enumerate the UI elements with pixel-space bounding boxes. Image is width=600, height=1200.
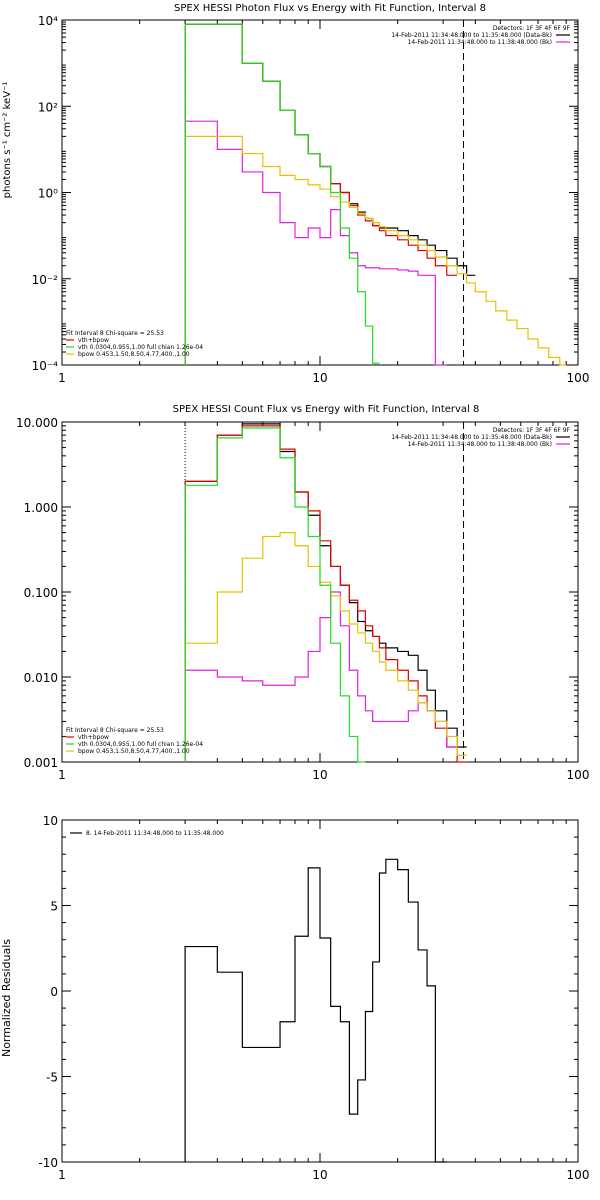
vth-series-line <box>184 427 366 763</box>
y-tick-label: 10² <box>38 100 58 114</box>
count-flux-title: SPEX HESSI Count Flux vs Energy with Fit… <box>173 404 480 415</box>
count-flux-panel: SPEX HESSI Count Flux vs Energy with Fit… <box>16 404 589 782</box>
legend-bottom-entry: vth 0.0304,0.955,1.00 full chian 1.26e-0… <box>78 344 203 351</box>
y-tick-label: 10⁻⁴ <box>32 359 59 373</box>
legend-bottom-entry: vth+bpow <box>78 734 109 741</box>
y-tick-label: -10 <box>38 1156 58 1170</box>
vth-series-line <box>184 23 380 365</box>
legend-bottom-entry: bpow 0.453,1.50,8.50,4.77,400.,1.00 <box>78 748 190 755</box>
y-tick-label: 10⁰ <box>38 187 58 201</box>
x-tick-label: 1 <box>58 1168 66 1182</box>
y-tick-label: 10⁴ <box>38 14 58 28</box>
x-tick-label: 100 <box>567 768 590 782</box>
photon-flux-panel: SPEX HESSI Photon Flux vs Energy with Fi… <box>2 3 589 385</box>
residuals-series-line <box>184 858 447 1163</box>
bpow-series-line <box>184 135 567 366</box>
count-flux-plot-area: 1 10 100 0.001 0.010 0.100 1.000 10.000 Detector… <box>16 416 589 782</box>
residuals-panel: 1 10 100 -10 -5 0 5 10 8. 14-Feb-2011 11:34:48.0… <box>0 814 589 1182</box>
y-tick-label: 5 <box>50 900 58 914</box>
residuals-plot-area: 1 10 100 -10 -5 0 5 10 8. 14-Feb-2011 11:34:48.0… <box>38 814 589 1182</box>
legend-top-entry: 14-Feb-2011 11:34:48.000 to 11:38:48.000… <box>408 441 552 448</box>
y-tick-label: 10 <box>43 814 58 828</box>
y-tick-label: 0.100 <box>24 586 58 600</box>
legend-top-entry: 14-Feb-2011 11:34:48.000 to 11:35:48.000… <box>391 32 552 39</box>
legend-top-entry: Detectors: 1F 3F 4F 6F 9F <box>493 427 571 434</box>
y-tick-label: 10⁻² <box>32 273 59 287</box>
legend-bottom-entry: Fit Interval 8 Chi-square = 25.53 <box>66 727 164 734</box>
background-series-line <box>184 120 447 366</box>
photon-flux-y-axis-label: photons s⁻¹ cm⁻² keV⁻¹ <box>2 82 13 199</box>
y-tick-label: 0.001 <box>24 756 58 770</box>
legend-bottom-entry: Fit Interval 8 Chi-square = 25.53 <box>66 330 164 337</box>
y-tick-label: -5 <box>46 1071 58 1085</box>
photon-flux-title: SPEX HESSI Photon Flux vs Energy with Fi… <box>174 3 486 14</box>
x-tick-label: 1 <box>58 768 66 782</box>
y-tick-label: 1.000 <box>24 501 58 515</box>
legend-bottom-entry: vth+bpow <box>78 337 109 344</box>
legend-bottom-entry: vth 0.0304,0.955,1.00 full chian 1.26e-0… <box>78 741 203 748</box>
legend-bottom-entry: bpow 0.453,1.50,8.50,4.77,400.,1.00 <box>78 351 190 358</box>
bpow-series-line <box>184 531 467 762</box>
residuals-y-axis-label: Normalized Residuals <box>0 939 13 1057</box>
legend-entry: 8. 14-Feb-2011 11:34:48.000 to 11:35:48.… <box>86 830 224 837</box>
x-tick-label: 1 <box>58 371 66 385</box>
x-tick-label: 100 <box>567 371 590 385</box>
x-tick-label: 10 <box>312 1168 327 1182</box>
photon-flux-plot-area: 1 10 100 10⁻⁴ 10⁻² 10⁰ 10² 10⁴ Detectors: 1F 3F … <box>32 14 590 385</box>
x-tick-label: 10 <box>312 371 327 385</box>
y-tick-label: 0.010 <box>24 671 58 685</box>
x-tick-label: 10 <box>312 768 327 782</box>
legend-top-entry: 14-Feb-2011 11:34:48.000 to 11:35:48.000… <box>391 434 552 441</box>
y-tick-label: 0 <box>50 985 58 999</box>
legend-top-entry: Detectors: 1F 3F 4F 6F 9F <box>493 25 571 32</box>
legend-top-entry: 14-Feb-2011 11:34:48.000 to 11:38:48.000… <box>408 39 552 46</box>
y-tick-label: 10.000 <box>16 416 58 430</box>
x-tick-label: 100 <box>567 1168 590 1182</box>
